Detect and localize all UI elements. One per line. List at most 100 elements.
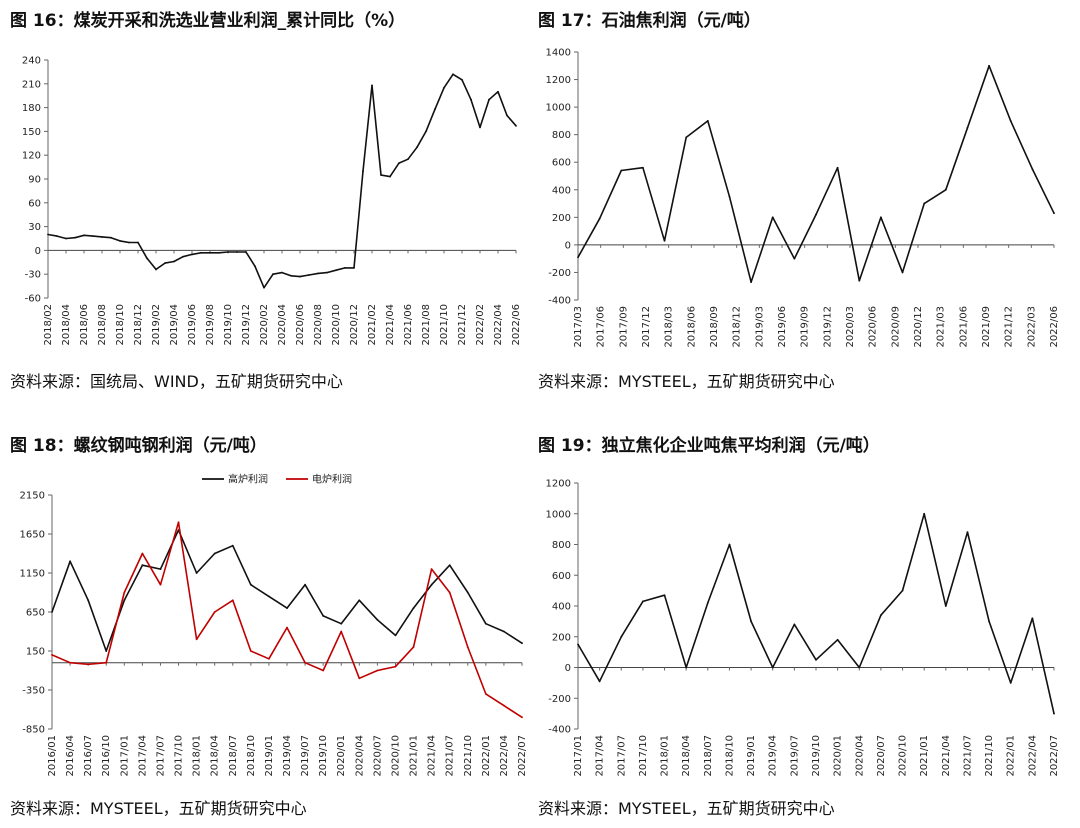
x-tick-label: 2019/08 bbox=[205, 304, 216, 346]
x-tick-label: 2019/01 bbox=[746, 735, 757, 777]
y-tick-label: -30 bbox=[25, 270, 41, 281]
series-line-0 bbox=[47, 73, 517, 289]
legend-label-1: 电炉利润 bbox=[312, 473, 352, 486]
data-point bbox=[706, 119, 709, 122]
x-tick-label: 2020/04 bbox=[277, 304, 288, 346]
data-point bbox=[880, 216, 882, 219]
x-tick-label: 2019/01 bbox=[264, 735, 275, 777]
x-tick-label: 2022/07 bbox=[517, 735, 528, 777]
y-tick-label: 200 bbox=[552, 213, 571, 224]
data-point bbox=[236, 251, 238, 253]
x-tick-label: 2020/07 bbox=[372, 735, 383, 777]
data-point bbox=[577, 643, 579, 646]
x-tick-label: 2019/12 bbox=[822, 306, 833, 348]
x-tick-label: 2017/04 bbox=[137, 735, 148, 777]
data-point bbox=[69, 560, 71, 563]
x-tick-label: 2019/10 bbox=[223, 304, 234, 346]
data-point bbox=[1031, 617, 1034, 620]
x-tick-label: 2021/07 bbox=[445, 735, 456, 777]
x-tick-label: 2022/01 bbox=[1006, 735, 1017, 777]
data-point bbox=[425, 130, 427, 133]
data-point bbox=[771, 666, 774, 669]
x-tick-label: 2018/03 bbox=[664, 306, 675, 348]
data-point bbox=[443, 86, 445, 89]
x-tick-label: 2020/12 bbox=[349, 304, 360, 346]
data-point bbox=[371, 84, 373, 87]
x-tick-label: 2021/02 bbox=[367, 304, 378, 346]
y-tick-label: 400 bbox=[552, 602, 571, 613]
data-point bbox=[521, 716, 523, 719]
chart-source: 资料来源：MYSTEEL，五矿期货研究中心 bbox=[538, 372, 835, 391]
y-tick-label: 400 bbox=[552, 185, 571, 196]
x-tick-label: 2021/07 bbox=[962, 735, 973, 777]
data-point bbox=[1053, 712, 1055, 715]
x-tick-label: 2022/06 bbox=[511, 304, 522, 346]
data-point bbox=[642, 600, 644, 603]
data-point bbox=[362, 170, 364, 172]
data-point bbox=[923, 202, 926, 205]
y-tick-label: 800 bbox=[552, 540, 571, 551]
x-tick-label: 2020/10 bbox=[331, 304, 342, 346]
y-tick-label: 600 bbox=[552, 571, 571, 582]
x-tick-label: 2020/01 bbox=[336, 735, 347, 777]
x-tick-label: 2021/06 bbox=[403, 304, 414, 346]
data-point bbox=[448, 591, 451, 594]
x-tick-label: 2021/12 bbox=[457, 304, 468, 346]
x-tick-label: 2022/07 bbox=[1049, 735, 1060, 777]
y-tick-label: 180 bbox=[22, 103, 41, 114]
data-point bbox=[771, 216, 774, 219]
y-tick-label: -60 bbox=[25, 294, 41, 305]
x-tick-label: 2020/08 bbox=[313, 304, 324, 346]
data-point bbox=[254, 265, 256, 268]
data-point bbox=[231, 544, 234, 547]
chart-coking-profit: -400 -200 0 200 400 600 800 1000 1200 2017/01 2017… bbox=[546, 479, 1060, 777]
data-point bbox=[750, 281, 752, 283]
chart-title: 图 16：煤炭开采和洗选业营业利润_累计同比（%） bbox=[10, 11, 406, 31]
data-point bbox=[815, 213, 817, 216]
x-tick-label: 2022/02 bbox=[475, 304, 486, 346]
data-point bbox=[836, 166, 839, 169]
data-point bbox=[227, 251, 229, 253]
data-point bbox=[394, 665, 397, 668]
data-point bbox=[358, 677, 361, 680]
data-point bbox=[101, 236, 103, 238]
x-tick-label: 2017/09 bbox=[618, 306, 629, 348]
data-point bbox=[376, 618, 379, 621]
chart-source: 资料来源：MYSTEEL，五矿期货研究中心 bbox=[10, 799, 307, 818]
x-tick-label: 2018/02 bbox=[43, 304, 54, 346]
y-tick-label: 1650 bbox=[20, 530, 45, 541]
data-point bbox=[137, 241, 139, 244]
data-point bbox=[434, 108, 436, 111]
x-tick-label: 2019/04 bbox=[169, 304, 180, 346]
data-point bbox=[209, 251, 211, 254]
data-point bbox=[430, 568, 433, 570]
data-point bbox=[268, 657, 270, 660]
data-point bbox=[923, 512, 926, 515]
x-tick-label: 2019/04 bbox=[282, 735, 293, 777]
data-point bbox=[105, 661, 108, 664]
x-tick-label: 2018/01 bbox=[660, 735, 671, 777]
data-point bbox=[123, 599, 126, 602]
x-tick-label: 2019/06 bbox=[777, 306, 788, 348]
x-tick-label: 2022/04 bbox=[499, 735, 510, 777]
chart-rebar-profit: -850 -350 150 650 1150 1650 2150 2016/01 2016/04… bbox=[20, 473, 528, 777]
data-point bbox=[503, 630, 505, 633]
data-point bbox=[484, 693, 487, 695]
x-tick-label: 2019/02 bbox=[151, 304, 162, 346]
chart-coal-profit-yoy: -60 -30 0 30 60 90 120 150 180 210 240 2018/02 2018/… bbox=[22, 56, 522, 346]
data-point bbox=[1009, 119, 1012, 122]
y-tick-label: 600 bbox=[552, 158, 571, 169]
x-tick-label: 2017/06 bbox=[596, 306, 607, 348]
data-point bbox=[515, 124, 517, 127]
data-point bbox=[452, 73, 454, 76]
x-tick-label: 2021/10 bbox=[439, 304, 450, 346]
y-tick-label: -200 bbox=[548, 694, 571, 705]
data-point bbox=[620, 635, 623, 638]
data-point bbox=[642, 166, 644, 169]
chart-source: 资料来源：MYSTEEL，五矿期货研究中心 bbox=[538, 799, 835, 818]
data-point bbox=[177, 521, 180, 524]
y-tick-label: 240 bbox=[22, 56, 41, 67]
data-point bbox=[988, 64, 990, 67]
x-tick-label: 2018/07 bbox=[228, 735, 239, 777]
x-tick-label: 2018/10 bbox=[724, 735, 735, 777]
